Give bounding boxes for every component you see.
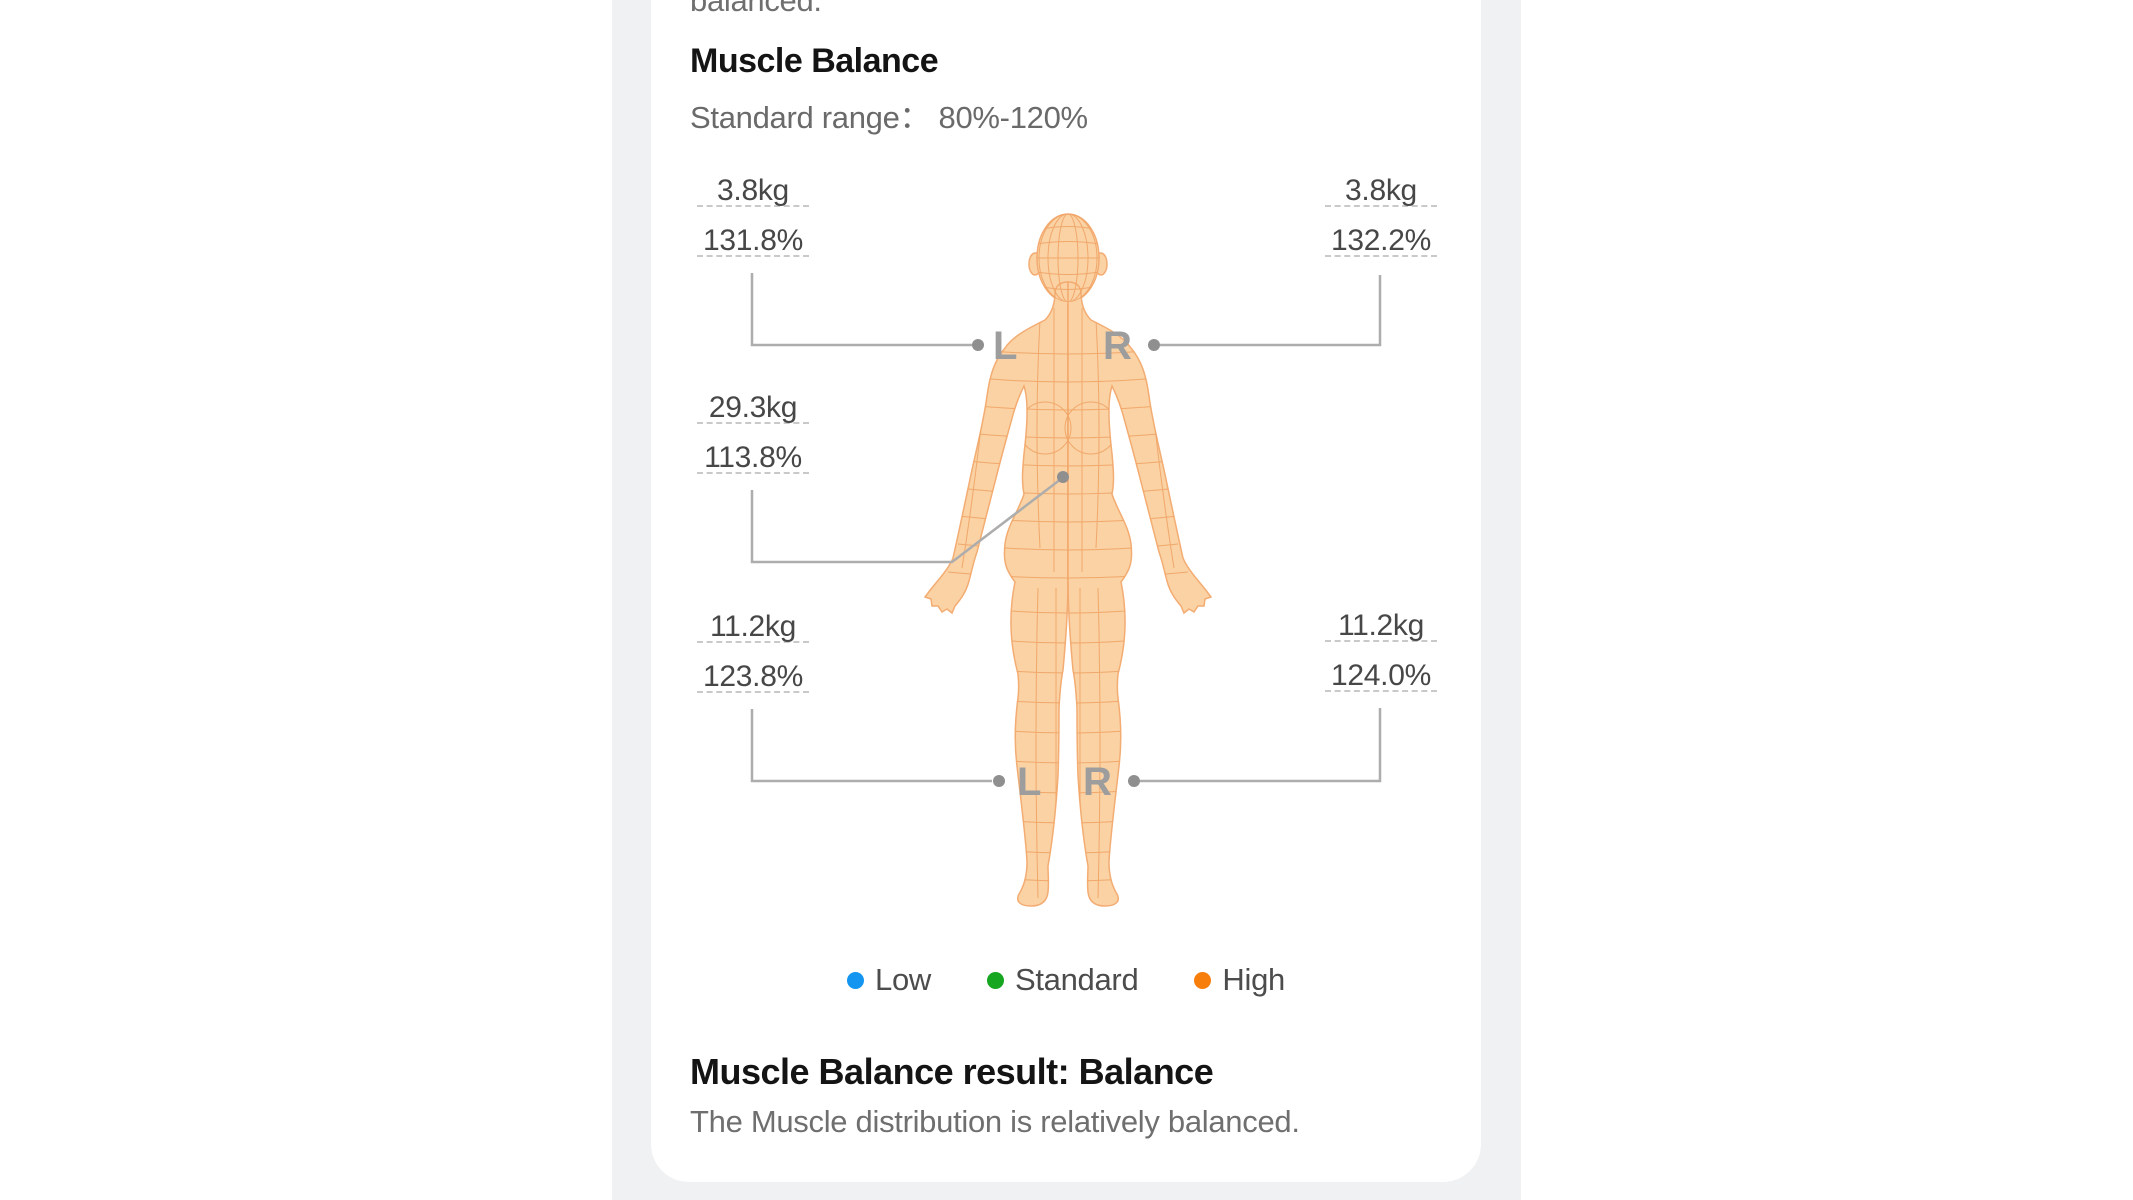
upper-right-side-label: R bbox=[1103, 324, 1132, 368]
left-arm-measurement: 3.8kg 131.8% bbox=[697, 174, 809, 257]
legend: Low Standard High bbox=[651, 962, 1481, 998]
legend-label-low: Low bbox=[875, 962, 931, 997]
lower-left-side-label: L bbox=[1017, 760, 1042, 804]
body-figure bbox=[924, 213, 1212, 907]
right-arm-mass: 3.8kg bbox=[1325, 174, 1437, 207]
low-dot-icon bbox=[847, 971, 865, 989]
legend-item-low: Low bbox=[847, 962, 931, 998]
right-leg-mass: 11.2kg bbox=[1325, 609, 1437, 642]
right-leg-measurement: 11.2kg 124.0% bbox=[1325, 609, 1437, 692]
lower-right-side-label: R bbox=[1083, 760, 1112, 804]
legend-label-standard: Standard bbox=[1014, 962, 1139, 997]
upper-left-side-label: L bbox=[993, 324, 1018, 368]
right-arm-measurement: 3.8kg 132.2% bbox=[1325, 174, 1437, 257]
section-title: Muscle Balance bbox=[690, 42, 939, 80]
muscle-balance-card: balanced. Muscle Balance Standard range：… bbox=[651, 0, 1481, 1182]
left-leg-mass: 11.2kg bbox=[697, 610, 809, 643]
right-leg-percent: 124.0% bbox=[1325, 659, 1437, 692]
previous-section-tail-text: balanced. bbox=[690, 0, 822, 18]
standard-dot-icon bbox=[986, 971, 1004, 989]
left-arm-percent: 131.8% bbox=[697, 224, 809, 257]
legend-label-high: High bbox=[1222, 962, 1285, 997]
trunk-percent: 113.8% bbox=[697, 441, 809, 474]
standard-range-text: Standard range： 80%-120% bbox=[690, 100, 1088, 135]
trunk-mass: 29.3kg bbox=[697, 391, 809, 424]
result-description: The Muscle distribution is relatively ba… bbox=[690, 1104, 1300, 1139]
left-leg-measurement: 11.2kg 123.8% bbox=[697, 610, 809, 693]
legend-item-standard: Standard bbox=[986, 962, 1139, 998]
legend-item-high: High bbox=[1194, 962, 1285, 998]
right-arm-percent: 132.2% bbox=[1325, 224, 1437, 257]
left-arm-mass: 3.8kg bbox=[697, 174, 809, 207]
trunk-measurement: 29.3kg 113.8% bbox=[697, 391, 809, 474]
result-title: Muscle Balance result: Balance bbox=[690, 1051, 1214, 1092]
high-dot-icon bbox=[1194, 971, 1212, 989]
result-block: Muscle Balance result: Balance The Muscl… bbox=[690, 1050, 1300, 1142]
left-leg-percent: 123.8% bbox=[697, 660, 809, 693]
